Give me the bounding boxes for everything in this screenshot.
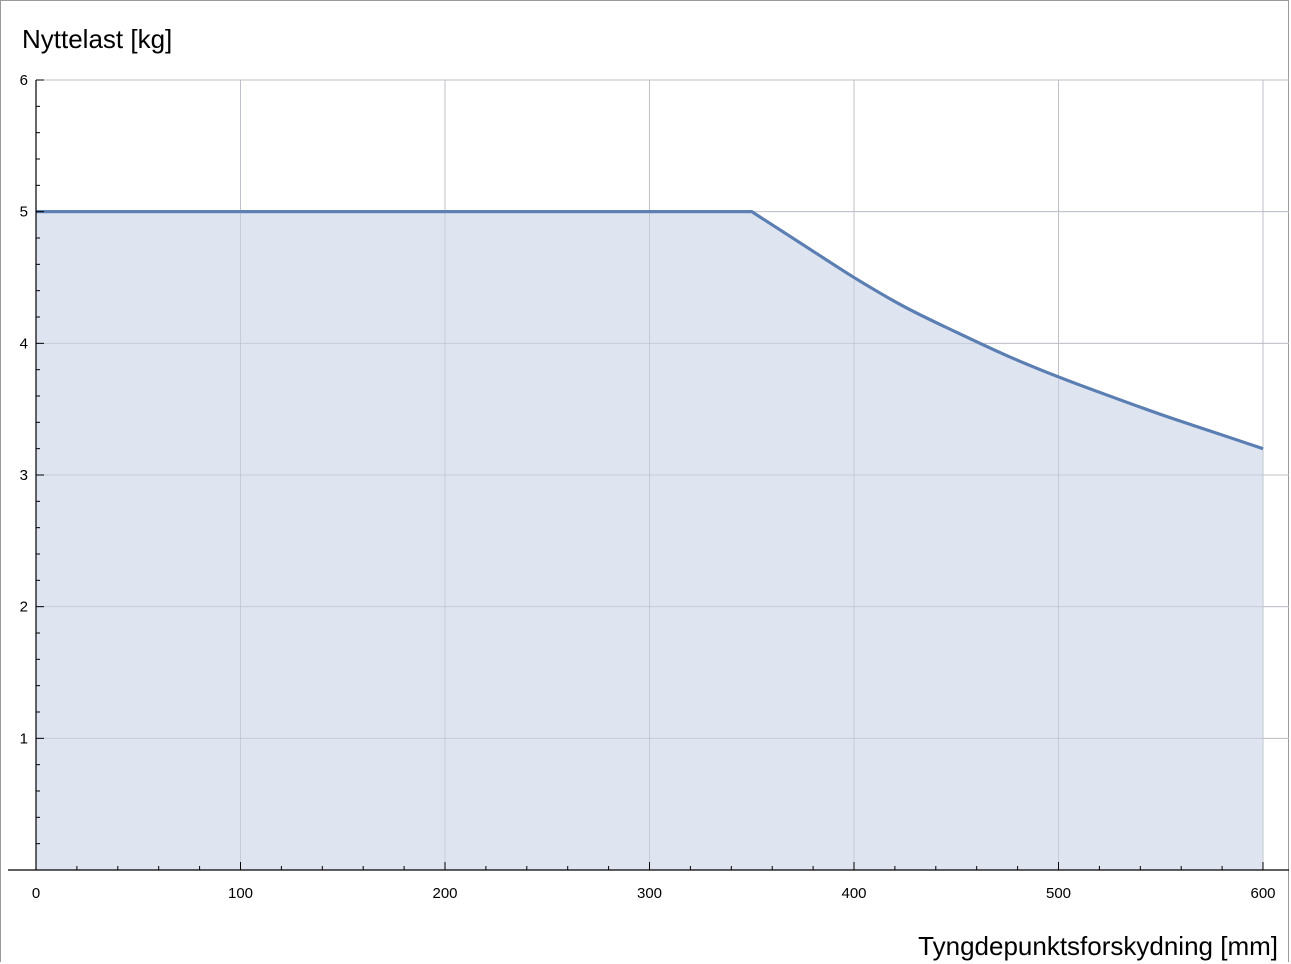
x-tick-label: 300	[637, 885, 662, 902]
x-axis-label: Tyngdepunktsforskydning [mm]	[918, 931, 1278, 961]
tick-labels: 0 100 200 300 400 500 600 1 2 3 4 5 6	[20, 72, 1276, 902]
y-tick-label: 5	[20, 204, 28, 221]
y-tick-label: 1	[20, 730, 28, 747]
x-tick-label: 200	[432, 885, 457, 902]
y-tick-label: 3	[20, 467, 28, 484]
y-axis-label: Nyttelast [kg]	[22, 24, 172, 54]
x-tick-label: 500	[1046, 885, 1071, 902]
y-tick-label: 2	[20, 599, 28, 616]
y-tick-label: 4	[20, 335, 28, 352]
x-tick-label: 400	[841, 885, 866, 902]
payload-line-top	[36, 210, 1264, 451]
x-tick-label: 600	[1250, 885, 1275, 902]
x-tick-label: 0	[32, 885, 40, 902]
y-tick-label: 6	[20, 72, 28, 89]
x-tick-label: 100	[228, 885, 253, 902]
axes	[8, 79, 1289, 871]
